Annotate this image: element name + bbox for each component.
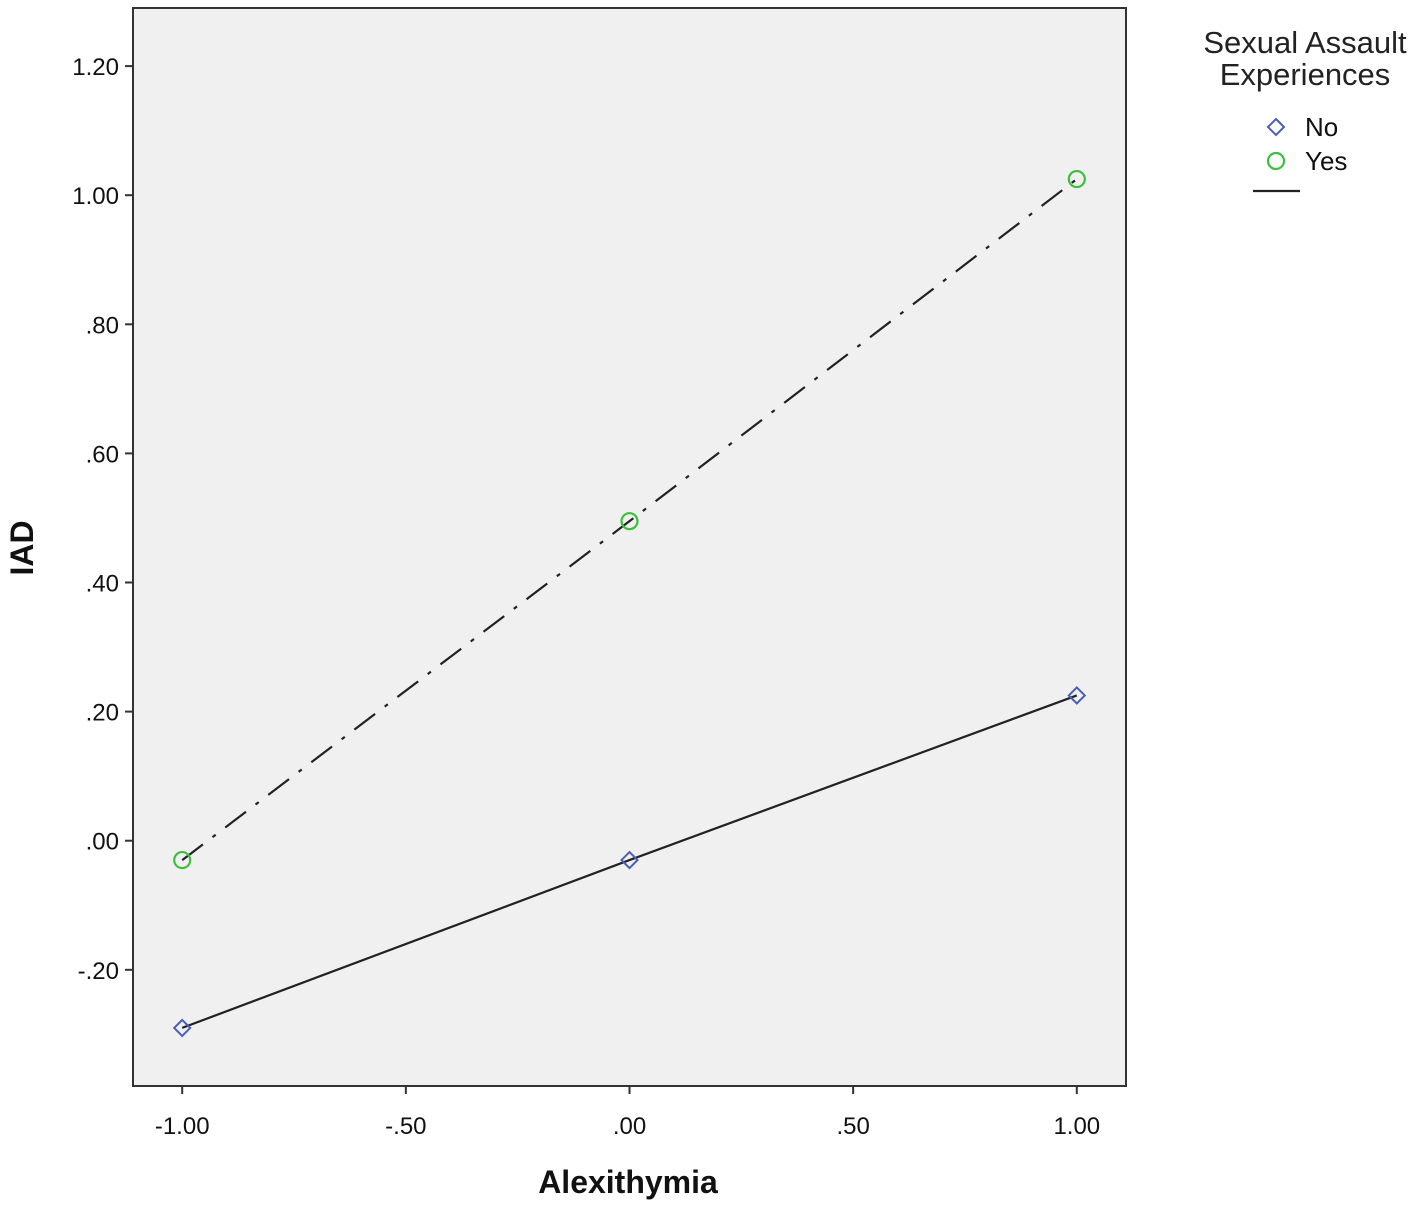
data-point-no bbox=[1067, 686, 1087, 705]
data-point-yes bbox=[620, 512, 639, 531]
series-yes bbox=[173, 169, 1086, 870]
x-tick-label: -.50 bbox=[385, 1113, 426, 1140]
legend-items: No Yes bbox=[1253, 112, 1347, 193]
x-tick-label: 1.00 bbox=[1053, 1113, 1100, 1140]
y-tick-label: 1.00 bbox=[72, 183, 119, 210]
data-point-yes bbox=[1067, 169, 1086, 189]
legend-title-line-1: Sexual Assault bbox=[1203, 25, 1407, 60]
y-tick-label: -.20 bbox=[78, 958, 119, 985]
x-tick-label: -1.00 bbox=[155, 1113, 210, 1140]
y-tick-label: .40 bbox=[86, 571, 119, 598]
data-point-yes bbox=[173, 850, 192, 870]
y-tick-label: .60 bbox=[86, 441, 119, 468]
y-axis: -.20 .00 .20 .40 .60 .80 1.00 1.20 bbox=[72, 54, 133, 985]
y-axis-title: IAD bbox=[4, 520, 40, 575]
legend-label-no: No bbox=[1305, 112, 1338, 142]
x-axis: -1.00 -.50 .00 .50 1.00 bbox=[155, 1086, 1100, 1140]
data-point-no bbox=[620, 850, 639, 870]
legend-marker-yes bbox=[1266, 151, 1286, 171]
series-no bbox=[172, 686, 1087, 1038]
x-tick-label: .50 bbox=[836, 1113, 869, 1140]
y-tick-label: .00 bbox=[86, 829, 119, 856]
y-tick-label: .20 bbox=[86, 700, 119, 727]
series-line-no bbox=[181, 694, 1078, 1029]
legend-label-yes: Yes bbox=[1305, 146, 1347, 176]
series-layer bbox=[172, 169, 1087, 1038]
legend-marker-no bbox=[1266, 117, 1286, 137]
legend-title-line-2: Experiences bbox=[1220, 57, 1391, 92]
x-tick-label: .00 bbox=[613, 1113, 646, 1140]
plot-area bbox=[132, 7, 1127, 1087]
data-point-no bbox=[172, 1018, 192, 1038]
x-axis-title: Alexithymia bbox=[538, 1164, 718, 1200]
y-tick-label: .80 bbox=[86, 312, 119, 339]
series-line-yes bbox=[181, 178, 1078, 861]
legend: Sexual Assault Experiences No Yes bbox=[1203, 25, 1407, 193]
y-tick-label: 1.20 bbox=[72, 54, 119, 81]
